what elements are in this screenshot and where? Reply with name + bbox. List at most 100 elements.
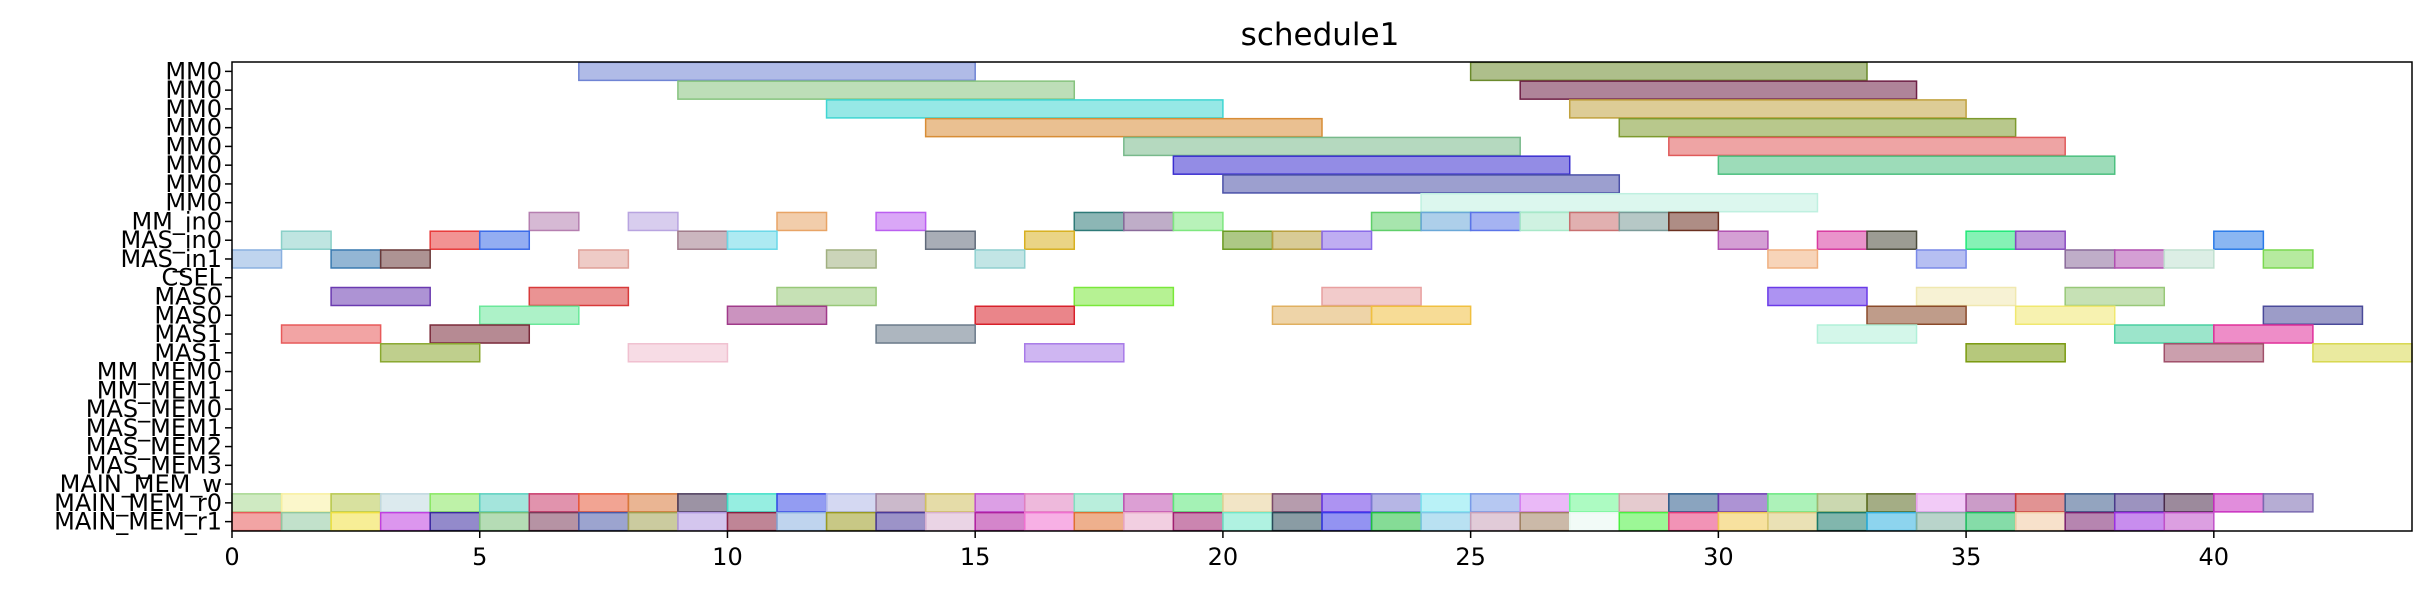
mem-r1-bar xyxy=(330,511,382,532)
task-bar xyxy=(2014,305,2116,326)
mem-r1-bar xyxy=(776,511,828,532)
task-bar xyxy=(429,324,531,344)
mem-r0-bar xyxy=(1172,493,1224,513)
task-bar xyxy=(1519,80,1918,100)
x-tick-label: 30 xyxy=(1703,543,1734,571)
task-bar xyxy=(330,249,382,269)
mem-r1-bar xyxy=(1717,511,1769,532)
task-bar xyxy=(1915,249,1967,269)
x-tick-label: 5 xyxy=(472,543,487,571)
mem-r1-bar xyxy=(924,511,976,532)
mem-r1-bar xyxy=(627,511,679,532)
mem-r0-bar xyxy=(528,493,580,513)
mem-r0-bar xyxy=(1866,493,1918,513)
task-bar xyxy=(2262,249,2314,269)
mem-r1-bar xyxy=(1469,511,1521,532)
task-bar xyxy=(2213,230,2265,250)
mem-r1-bar xyxy=(280,511,332,532)
mem-r1-bar xyxy=(429,511,481,532)
task-bar xyxy=(1321,286,1422,307)
x-tick-layer: 0 5 10 15 20 25 30 35 40 xyxy=(224,531,2229,571)
mem-r0-bar xyxy=(478,493,531,513)
task-bar xyxy=(429,230,481,250)
task-bar xyxy=(1717,155,2116,175)
mem-r1-bar xyxy=(974,511,1026,532)
task-bar xyxy=(1123,211,1175,232)
y-tick-label: MM_MEM0 xyxy=(97,358,222,386)
task-bar xyxy=(1618,117,2017,138)
task-bar xyxy=(1767,249,1819,269)
mem-r1-bar xyxy=(1915,511,1967,532)
mem-r0-bar xyxy=(1222,493,1274,513)
y-tick-label: MM_in0 xyxy=(131,207,222,235)
task-bar xyxy=(1420,211,1472,232)
y-tick-label: MAS_MEM2 xyxy=(86,433,222,461)
task-bar xyxy=(330,286,431,307)
task-bars-layer xyxy=(231,61,2413,532)
mem-r0-bar xyxy=(825,493,877,513)
mem-r0-bar xyxy=(875,493,927,513)
mem-r0-bar xyxy=(1023,493,1076,513)
task-bar xyxy=(2262,305,2364,326)
task-bar xyxy=(974,305,1076,326)
x-tick-label: 40 xyxy=(2199,543,2230,571)
x-tick-label: 20 xyxy=(1208,543,1239,571)
mem-r1-bar xyxy=(1321,511,1373,532)
mem-r0-bar xyxy=(924,493,976,513)
task-bar xyxy=(1668,211,1720,232)
y-tick-label: MM0 xyxy=(165,132,222,160)
task-bar xyxy=(1767,286,1868,307)
task-bar xyxy=(1965,343,2066,363)
task-bar xyxy=(875,211,927,232)
mem-r0-bar xyxy=(974,493,1026,513)
mem-r0-bar xyxy=(2163,493,2215,513)
mem-r0-bar xyxy=(1568,493,1621,513)
mem-r1-bar xyxy=(726,511,778,532)
mem-r0-bar xyxy=(1767,493,1819,513)
task-bar xyxy=(2113,249,2166,269)
task-bar xyxy=(478,230,531,250)
task-bar xyxy=(627,343,729,363)
mem-r1-bar xyxy=(1023,511,1076,532)
chart-title: schedule1 xyxy=(1241,17,1400,53)
task-bar xyxy=(2163,249,2215,269)
task-bar xyxy=(1222,230,1274,250)
mem-r0-bar xyxy=(677,493,729,513)
task-bar xyxy=(776,286,877,307)
task-bar xyxy=(478,305,580,326)
mem-r0-bar xyxy=(627,493,679,513)
mem-r1-bar xyxy=(1568,511,1621,532)
task-bar xyxy=(578,249,630,269)
task-bar xyxy=(2064,286,2166,307)
mem-r0-bar xyxy=(1370,493,1422,513)
mem-r0-bar xyxy=(379,493,431,513)
task-bar xyxy=(379,343,481,363)
mem-r0-bar xyxy=(1668,493,1720,513)
mem-r1-bar xyxy=(1222,511,1274,532)
y-tick-label: MAIN_MEM_r0 xyxy=(54,489,222,517)
mem-r0-bar xyxy=(1123,493,1175,513)
mem-r1-bar xyxy=(1618,511,1670,532)
task-bar xyxy=(1023,343,1125,363)
task-bar xyxy=(924,230,976,250)
task-bar xyxy=(280,230,332,250)
y-tick-label: MM_MEM1 xyxy=(97,376,222,404)
mem-r1-bar xyxy=(1866,511,1918,532)
task-bar xyxy=(2014,230,2066,250)
task-bar xyxy=(1222,174,1621,194)
task-bar xyxy=(1816,324,1918,344)
mem-r0-bar xyxy=(1469,493,1521,513)
x-tick-label: 15 xyxy=(960,543,991,571)
task-bar xyxy=(677,80,1076,100)
mem-r0-bar xyxy=(330,493,382,513)
mem-r1-bar xyxy=(677,511,729,532)
mem-r1-bar xyxy=(2064,511,2116,532)
mem-r1-bar xyxy=(1370,511,1422,532)
y-tick-label: MAS_in1 xyxy=(120,245,222,273)
y-tick-label: MAS0 xyxy=(154,283,222,311)
mem-r1-bar xyxy=(1073,511,1125,532)
mem-r1-bar xyxy=(2163,511,2215,532)
task-bar xyxy=(1123,136,1521,157)
task-bar xyxy=(528,286,630,307)
mem-r0-bar xyxy=(231,493,283,513)
